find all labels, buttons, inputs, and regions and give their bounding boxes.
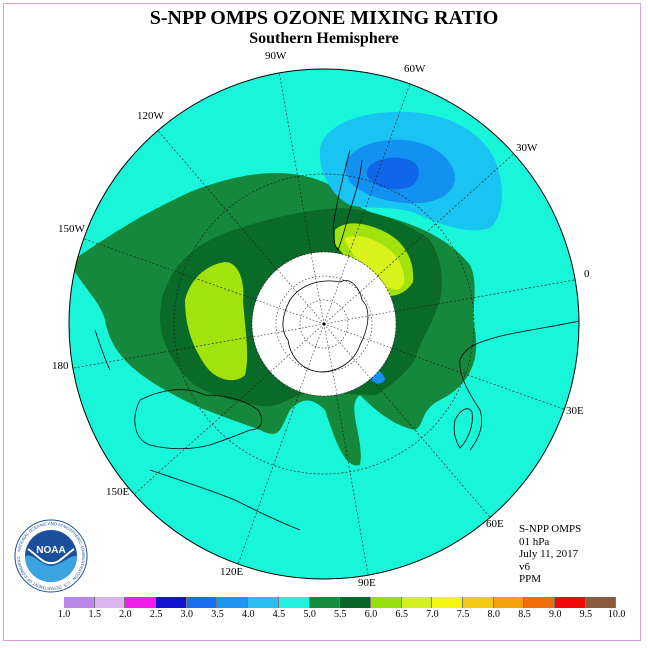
colorbar-tick-label: 2.5 [149, 609, 163, 620]
colorbar-tick-label: 9.5 [579, 609, 593, 620]
colorbar-tick-label: 5.0 [303, 609, 316, 620]
colorbar-tick-label: 6.5 [395, 609, 408, 620]
colorbar-segment [248, 597, 279, 608]
lon-label-120w: 120W [137, 110, 164, 122]
colorbar-tick-label: 2.0 [119, 609, 132, 620]
colorbar-segment [156, 597, 187, 608]
polar-graticule [251, 251, 397, 397]
colorbar [64, 597, 617, 608]
meridian-30w [323, 149, 519, 325]
colorbar-tick-label: 7.5 [456, 609, 470, 620]
colorbar-tick-label: 9.0 [548, 609, 562, 620]
logo-text: NOAA [36, 545, 65, 556]
colorbar-tick-label: 8.0 [487, 609, 501, 620]
colorbar-tick-label: 3.5 [211, 609, 224, 620]
meridian-60w [323, 77, 413, 325]
coast-new-zealand [94, 329, 111, 371]
coastlines [94, 149, 579, 531]
colorbar-segment [125, 597, 157, 608]
chart-title: S-NPP OMPS OZONE MIXING RATIO [149, 7, 499, 29]
globe-outline [68, 68, 580, 580]
colorbar-tick-label: 6.0 [364, 609, 378, 620]
colorbar-tick-label: 1.5 [88, 609, 101, 620]
colorbar-segment [217, 597, 249, 608]
lon-label-30e: 30E [566, 405, 584, 417]
south-pole-dot [322, 322, 326, 326]
coast-antarctica [282, 280, 369, 373]
colorbar-segment [555, 597, 586, 608]
meridian-150e [129, 323, 325, 499]
lon-label-90w: 90W [265, 50, 287, 62]
info-block: S-NPP OMPS 01 hPa July 11, 2017 v6 PPM [519, 523, 581, 586]
graticule [69, 69, 579, 579]
colorbar-tick-label: 1.0 [57, 609, 71, 620]
lon-label-180: 180 [52, 360, 69, 372]
coast-indonesia [149, 469, 301, 531]
colorbar-segment [309, 597, 341, 608]
colorbar-tick-label: 4.0 [241, 609, 255, 620]
colorbar-segment [64, 597, 95, 608]
colorbar-tick-label: 3.0 [180, 609, 194, 620]
colorbar-segment [493, 597, 525, 608]
noaa-logo: NOAA NATIONAL OCEANIC AND ATMOSPHERIC AD… [14, 519, 88, 593]
colorbar-segment [401, 597, 433, 608]
colorbar-segment [432, 597, 463, 608]
lon-label-90e: 90E [358, 577, 376, 589]
colorbar-tick-label: 7.0 [426, 609, 439, 620]
info-version: v6 [519, 560, 530, 573]
lon-label-150e: 150E [106, 486, 130, 498]
meridian-0 [323, 278, 579, 325]
meridian-60e [323, 323, 495, 523]
field-3-0 [366, 157, 419, 190]
colorbar-segment [524, 597, 555, 608]
colorbar-segment [585, 597, 617, 608]
meridian-120e [235, 323, 325, 571]
figure-frame [3, 3, 641, 641]
info-instrument: S-NPP OMPS [519, 523, 582, 535]
meridian-180 [69, 323, 325, 370]
lon-label-60e: 60E [486, 518, 504, 530]
colorbar-segment [94, 597, 126, 608]
info-level: 01 hPa [519, 535, 550, 548]
colorbar-segment [462, 597, 494, 608]
meridian-120w [153, 125, 325, 325]
meridian-90e [323, 323, 370, 579]
lon-label-0: 0 [584, 268, 590, 280]
colorbar-tick-label: 5.5 [334, 609, 347, 620]
colorbar-segment [340, 597, 371, 608]
colorbar-segment [370, 597, 402, 608]
lon-label-30w: 30W [516, 142, 538, 154]
coast-africa [459, 319, 579, 451]
colorbar-segment [186, 597, 218, 608]
info-date: July 11, 2017 [519, 548, 579, 560]
coast-madagascar [453, 408, 473, 449]
colorbar-tick-label: 10.0 [607, 609, 626, 620]
coast-south-america [332, 149, 363, 251]
colorbar-segment [278, 597, 310, 608]
info-units: PPM [519, 573, 542, 585]
colorbar-tick-label: 8.5 [518, 609, 531, 620]
colorbar-tick-label: 4.5 [272, 609, 286, 620]
coast-australia [134, 389, 263, 450]
lon-label-120e: 120E [220, 566, 244, 578]
lat-circle-30 [173, 173, 475, 475]
chart-subtitle: Southern Hemisphere [249, 30, 399, 47]
lon-label-150w: 150W [58, 223, 85, 235]
field-6-5 [345, 235, 405, 290]
lon-label-60w: 60W [404, 63, 426, 75]
